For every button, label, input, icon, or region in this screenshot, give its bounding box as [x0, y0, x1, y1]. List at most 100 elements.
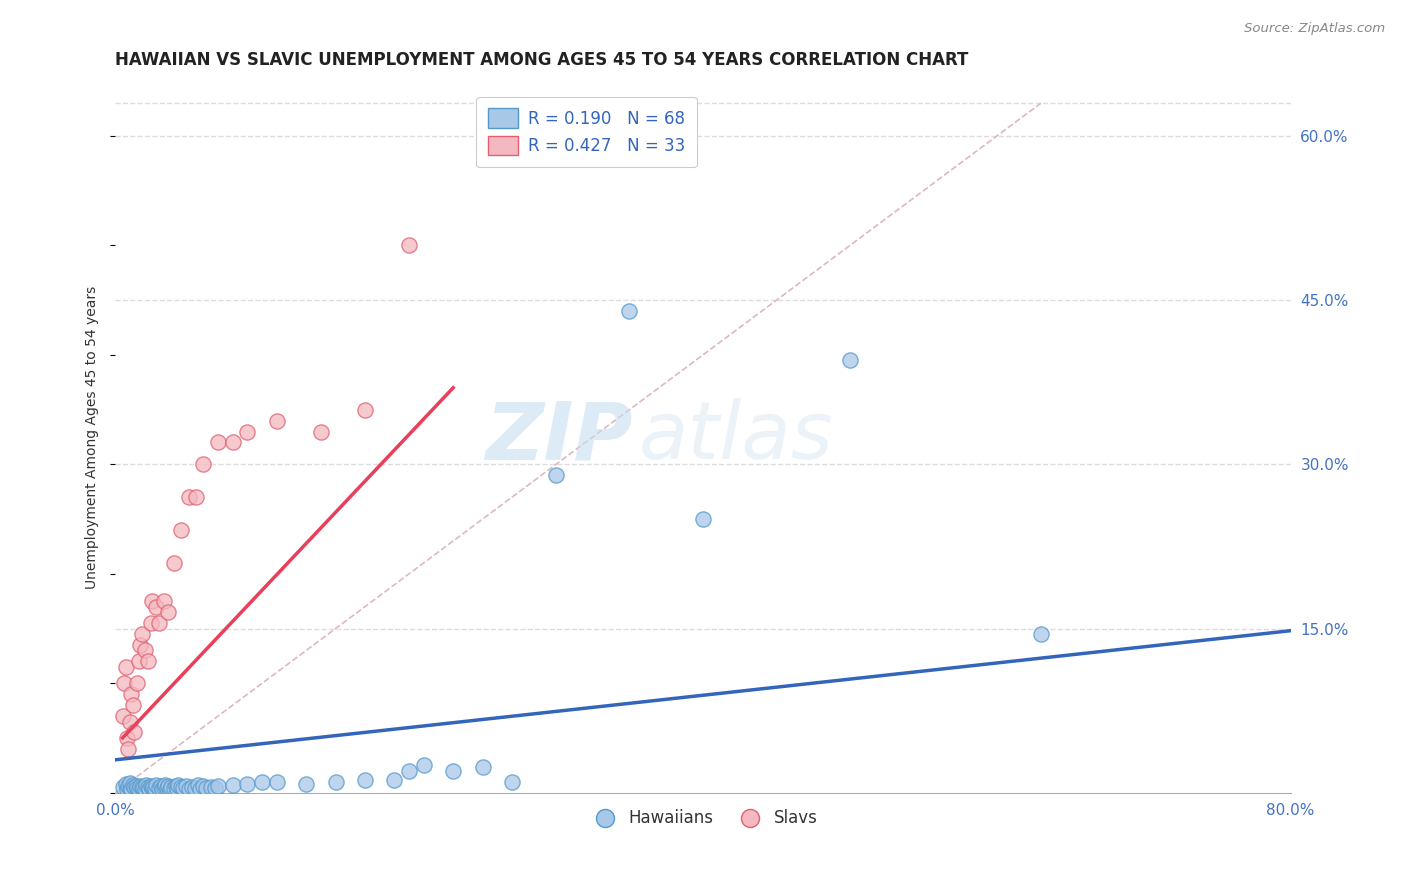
Point	[236, 777, 259, 791]
Point	[325, 774, 347, 789]
Text: Source: ZipAtlas.com: Source: ZipAtlas.com	[1244, 22, 1385, 36]
Point	[122, 698, 145, 712]
Point	[692, 512, 714, 526]
Point	[127, 781, 149, 796]
Point	[157, 605, 180, 619]
Point	[165, 779, 187, 793]
Point	[163, 556, 186, 570]
Point	[139, 615, 162, 630]
Point	[174, 779, 197, 793]
Point	[172, 781, 194, 796]
Point	[152, 594, 174, 608]
Point	[120, 687, 142, 701]
Point	[159, 782, 181, 797]
Point	[129, 779, 152, 793]
Point	[398, 764, 420, 778]
Point	[295, 777, 318, 791]
Point	[183, 781, 205, 796]
Point	[118, 714, 141, 729]
Point	[177, 490, 200, 504]
Point	[112, 676, 135, 690]
Point	[180, 780, 202, 794]
Point	[145, 778, 167, 792]
Point	[118, 776, 141, 790]
Point	[156, 781, 179, 796]
Point	[124, 725, 146, 739]
Point	[124, 780, 146, 794]
Point	[128, 782, 150, 797]
Point	[145, 599, 167, 614]
Point	[266, 774, 288, 789]
Point	[131, 780, 153, 794]
Point	[204, 781, 226, 796]
Point	[139, 779, 162, 793]
Point	[111, 780, 134, 794]
Point	[619, 304, 641, 318]
Point	[193, 458, 215, 472]
Point	[190, 782, 212, 797]
Point	[157, 779, 180, 793]
Point	[131, 627, 153, 641]
Point	[170, 780, 193, 794]
Point	[222, 435, 245, 450]
Point	[195, 781, 218, 796]
Point	[200, 780, 222, 794]
Point	[136, 780, 159, 794]
Point	[309, 425, 332, 439]
Point	[222, 778, 245, 792]
Point	[501, 774, 523, 789]
Point	[114, 660, 136, 674]
Point	[441, 764, 464, 778]
Point	[111, 709, 134, 723]
Point	[115, 782, 138, 797]
Point	[155, 778, 177, 792]
Point	[177, 782, 200, 797]
Point	[143, 782, 166, 797]
Point	[134, 782, 156, 797]
Point	[471, 760, 494, 774]
Point	[149, 779, 172, 793]
Point	[838, 353, 860, 368]
Y-axis label: Unemployment Among Ages 45 to 54 years: Unemployment Among Ages 45 to 54 years	[86, 285, 100, 589]
Point	[167, 778, 190, 792]
Point	[207, 435, 229, 450]
Point	[160, 780, 183, 794]
Point	[129, 638, 152, 652]
Point	[354, 402, 377, 417]
Point	[132, 781, 155, 796]
Point	[141, 594, 163, 608]
Point	[127, 676, 149, 690]
Point	[142, 780, 165, 794]
Legend: Hawaiians, Slavs: Hawaiians, Slavs	[582, 803, 824, 834]
Point	[114, 777, 136, 791]
Point	[166, 782, 188, 797]
Point	[148, 615, 170, 630]
Point	[250, 774, 273, 789]
Point	[412, 758, 434, 772]
Point	[354, 772, 377, 787]
Text: atlas: atlas	[638, 398, 832, 476]
Point	[117, 742, 139, 756]
Point	[398, 238, 420, 252]
Point	[544, 468, 567, 483]
Text: HAWAIIAN VS SLAVIC UNEMPLOYMENT AMONG AGES 45 TO 54 YEARS CORRELATION CHART: HAWAIIAN VS SLAVIC UNEMPLOYMENT AMONG AG…	[115, 51, 969, 69]
Point	[135, 778, 157, 792]
Point	[266, 414, 288, 428]
Point	[236, 425, 259, 439]
Point	[125, 779, 148, 793]
Point	[1029, 627, 1052, 641]
Point	[122, 778, 145, 792]
Point	[128, 654, 150, 668]
Point	[136, 654, 159, 668]
Point	[138, 782, 160, 797]
Point	[187, 778, 209, 792]
Point	[384, 772, 406, 787]
Point	[170, 523, 193, 537]
Point	[148, 781, 170, 796]
Text: ZIP: ZIP	[485, 398, 633, 476]
Point	[134, 643, 156, 657]
Point	[152, 780, 174, 794]
Point	[184, 490, 207, 504]
Point	[118, 781, 141, 796]
Point	[115, 731, 138, 745]
